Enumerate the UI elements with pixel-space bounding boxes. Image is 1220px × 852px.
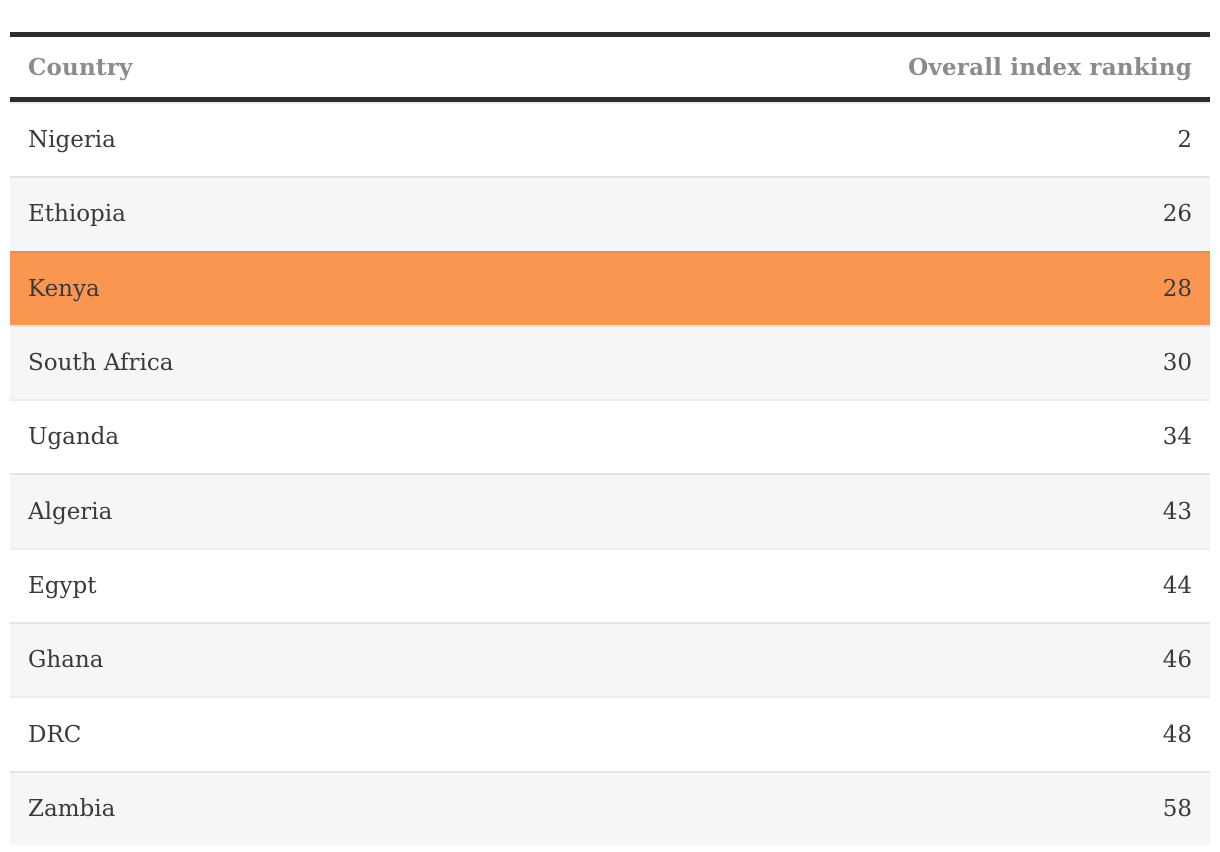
country-cell: Egypt [28,572,97,599]
column-header-overall-index-ranking: Overall index ranking [908,53,1192,81]
country-cell: Ghana [28,647,104,674]
country-cell: Nigeria [28,127,116,154]
table-row: Algeria 43 [10,473,1210,548]
country-cell: Algeria [28,498,113,525]
rank-cell: 34 [1162,424,1192,451]
rank-cell: 48 [1162,721,1192,748]
table-row: Nigeria 2 [10,102,1210,177]
table-row: Ghana 46 [10,622,1210,697]
country-cell: Uganda [28,424,120,451]
table-header-row: Country Overall index ranking [10,32,1210,102]
table-row: DRC 48 [10,696,1210,771]
table-row: South Africa 30 [10,324,1210,400]
table-row: Ethiopia 26 [10,176,1210,251]
rank-cell: 30 [1162,350,1192,377]
rank-cell: 26 [1162,201,1192,228]
column-header-country: Country [28,53,133,81]
table-row: Uganda 34 [10,399,1210,474]
rank-cell: 44 [1162,572,1192,599]
rank-cell: 2 [1177,127,1192,154]
table-body: Nigeria 2 Ethiopia 26 Kenya 28 South Afr… [10,102,1210,845]
rank-cell: 28 [1162,275,1192,302]
country-cell: Kenya [28,275,100,302]
country-cell: Ethiopia [28,201,126,228]
country-cell: Zambia [28,795,116,822]
rank-cell: 43 [1162,498,1192,525]
rank-cell: 46 [1162,647,1192,674]
country-ranking-table: Country Overall index ranking Nigeria 2 … [10,32,1210,845]
table-row: Egypt 44 [10,547,1210,623]
table-row: Zambia 58 [10,770,1210,845]
rank-cell: 58 [1162,795,1192,822]
table-row: Kenya 28 [10,250,1210,325]
country-cell: South Africa [28,350,174,377]
country-cell: DRC [28,721,82,748]
